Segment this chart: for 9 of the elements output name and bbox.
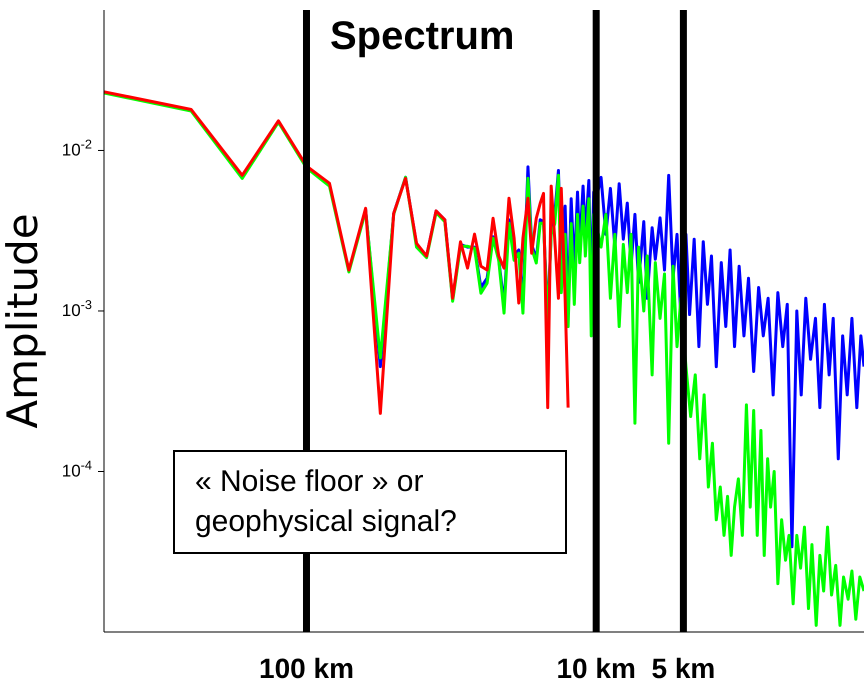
- x-tick-label: 100 km: [259, 653, 354, 684]
- y-tick-label: 10$^{-3}$: [62, 296, 92, 320]
- y-axis-title: Amplitude: [0, 213, 47, 429]
- x-tick-label: 10 km: [556, 653, 636, 684]
- y-tick-label: 10$^{-4}$: [62, 456, 92, 480]
- y-tick-label: 10$^{-2}$: [62, 136, 92, 160]
- chart-title: Spectrum: [330, 14, 514, 59]
- x-tick-label: 5 km: [651, 653, 716, 684]
- text-box: « Noise floor » or geophysical signal?: [173, 450, 567, 554]
